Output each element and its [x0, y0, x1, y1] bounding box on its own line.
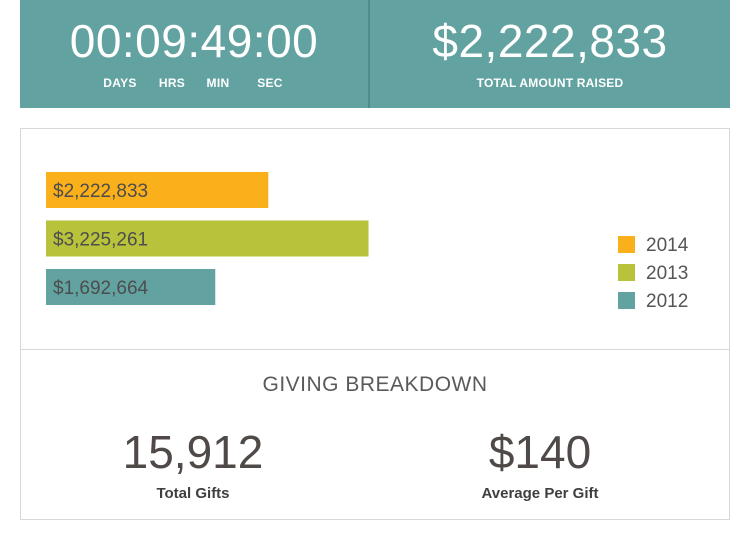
countdown-panel: 00:09:49:00 DAYS HRS MIN SEC — [20, 0, 368, 108]
bar-label-2013: $3,225,261 — [53, 230, 148, 251]
total-raised-panel: $2,222,833 TOTAL AMOUNT RAISED — [370, 0, 730, 108]
legend-label-2012: 2012 — [646, 291, 688, 312]
legend-label-2014: 2014 — [646, 235, 689, 256]
average-gift-value: $140 — [488, 426, 592, 478]
countdown-timer: 00:09:49:00 — [69, 15, 319, 67]
average-gift-label: Average Per Gift — [481, 485, 599, 502]
bars: $2,222,833 $3,225,261 $1,692,664 — [46, 172, 369, 305]
average-gift-stat: $140 Average Per Gift — [390, 425, 690, 502]
giving-breakdown-title: GIVING BREAKDOWN — [262, 373, 488, 396]
unit-sec: SEC — [257, 76, 283, 90]
chart-legend: 2014 2013 2012 — [618, 235, 689, 312]
bar-label-2014: $2,222,833 — [53, 181, 148, 202]
card-divider — [21, 349, 729, 350]
bar-label-2012: $1,692,664 — [53, 278, 149, 299]
unit-days: DAYS — [103, 76, 137, 90]
bar-2014 — [46, 172, 269, 208]
giving-card: $2,222,833 $3,225,261 $1,692,664 2014 2013 2… — [20, 128, 730, 520]
bar-chart-svg: $2,222,833$3,225,261$1,692,664 201420132… — [46, 172, 689, 312]
bar-2012 — [46, 269, 216, 305]
total-amount-label: TOTAL AMOUNT RAISED — [476, 76, 624, 90]
unit-min: MIN — [206, 76, 230, 90]
legend-swatch-2014 — [618, 236, 635, 253]
total-amount-raised: $2,222,833 — [432, 15, 668, 67]
legend-swatch-2013 — [618, 264, 635, 281]
stats-header: 00:09:49:00 DAYS HRS MIN SEC $2,222,833 … — [20, 0, 730, 108]
total-gifts-value: 15,912 — [122, 426, 264, 478]
header-divider — [368, 0, 370, 108]
legend-label-2013: 2013 — [646, 263, 688, 284]
total-gifts-stat: 15,912 Total Gifts — [43, 425, 343, 502]
bar-2013 — [46, 220, 369, 257]
legend-swatch-2012 — [618, 292, 635, 309]
yearly-comparison-chart: $2,222,833 $3,225,261 $1,692,664 2014 2013 2… — [21, 129, 729, 349]
unit-hrs: HRS — [158, 76, 186, 90]
total-gifts-label: Total Gifts — [156, 485, 230, 502]
